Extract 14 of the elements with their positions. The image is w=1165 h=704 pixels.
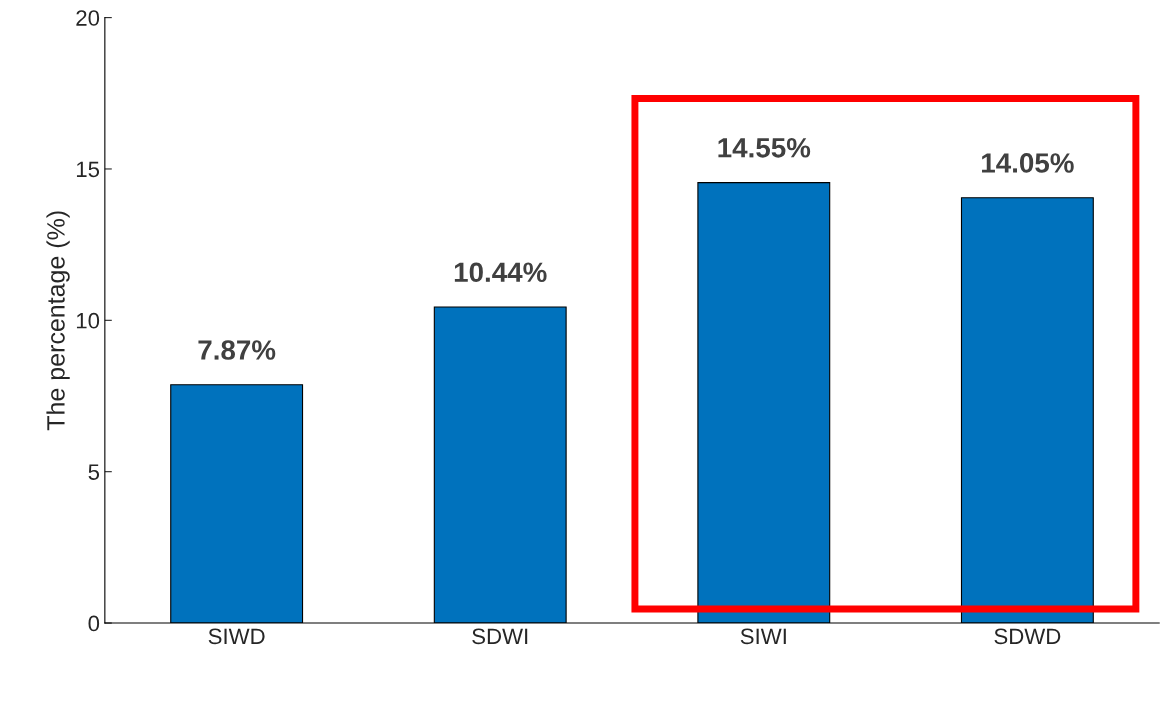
data-label: 14.55%	[718, 138, 811, 158]
x-tick-label: SDWI	[472, 628, 528, 645]
y-tick-label: 5	[88, 464, 100, 480]
y-tick-label: 20	[76, 10, 100, 26]
data-label: 7.87%	[198, 340, 276, 360]
x-tick-label: SDWD	[994, 628, 1061, 645]
y-tick-label: 10	[76, 312, 100, 329]
data-label: 14.05%	[982, 153, 1074, 173]
y-tick-label: 0	[88, 615, 100, 632]
y-axis-title: The percentage (%)	[46, 211, 70, 431]
x-tick-label: SIWD	[208, 628, 265, 645]
y-tick-label: 15	[76, 161, 100, 178]
data-label: 10.44%	[454, 262, 547, 283]
x-tick-label: SIWI	[740, 628, 786, 645]
